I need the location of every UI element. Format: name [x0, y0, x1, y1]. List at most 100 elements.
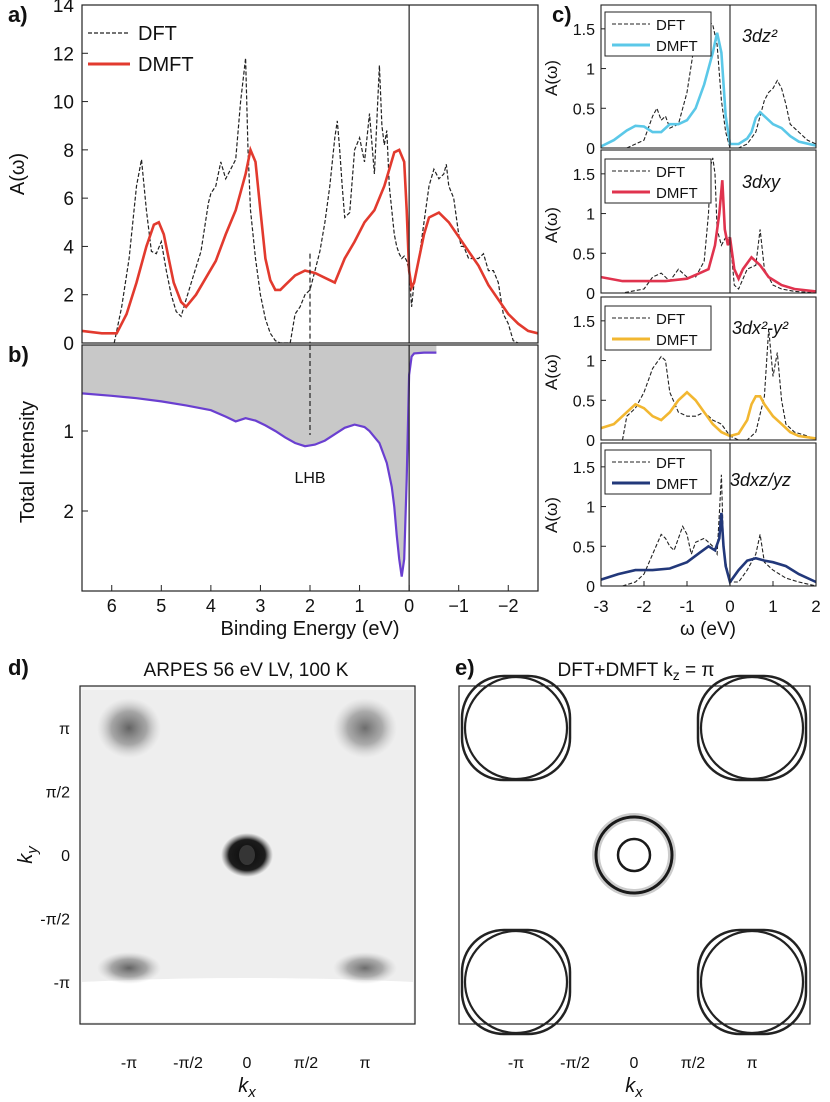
panel-c4-legend-box: [604, 449, 712, 495]
panel-b-x-tick-label: 1: [355, 596, 365, 616]
panel-c1-frame: [600, 4, 817, 149]
panel-c1-dmft-line: [601, 32, 816, 148]
panel-c: c) 0 0.5 1 1.5 A(ω) DFT DMFT 3dz² 0 0.5 1 1.5 …: [542, 2, 821, 640]
panel-c4-y-tick-label: 0.5: [573, 539, 595, 556]
panel-b-x-tick-label: 5: [156, 596, 166, 616]
panel-c2-y-tick-label: 0: [586, 286, 595, 303]
panel-d-y-tick-label: -π: [54, 975, 70, 992]
panel-a-y-tick-label: 6: [63, 189, 74, 210]
panel-e-title-tail: = π: [680, 660, 715, 681]
fermi-surface-inner-sheet: [463, 929, 569, 1035]
panel-c2-frame: [600, 149, 817, 294]
panel-d-x-tick-label: π/2: [294, 1055, 318, 1072]
panel-d-blank-region: [82, 978, 413, 1022]
panel-e-title: DFT+DMFT kz = π: [558, 660, 715, 683]
panel-c4-y-label: A(ω): [542, 497, 561, 533]
panel-c3-frame: [600, 296, 817, 441]
panel-c2: 0 0.5 1 1.5 A(ω) DFT DMFT 3dxy: [542, 149, 817, 303]
panel-c2-legend-box: [604, 158, 712, 204]
panel-c2-dft-line: [601, 157, 816, 293]
panel-a-y-tick-label: 14: [53, 0, 75, 17]
panel-c2-y-tick-label: 0.5: [573, 246, 595, 263]
panel-e: e) DFT+DMFT kz = π -π -π/2 0 π/2 π kx: [455, 655, 811, 1101]
panel-d-y-label-main: k: [15, 853, 37, 864]
panel-b-x-tick-label: −2: [498, 596, 519, 616]
panel-e-x-label: kx: [625, 1075, 643, 1101]
panel-c4-x-tick-label: 2: [811, 597, 820, 616]
panel-c3-y-tick-label: 1.5: [573, 314, 595, 331]
panel-c1-y-tick-label: 0.5: [573, 101, 595, 118]
panel-d-x-tick-label: π: [359, 1055, 370, 1072]
panel-label-c: c): [552, 2, 572, 27]
panel-c1-y-tick-label: 0: [586, 141, 595, 158]
panel-a-y-tick-label: 8: [63, 141, 74, 162]
panel-e-title-sub: z: [673, 667, 680, 683]
panel-a-legend: DFT DMFT: [88, 23, 194, 76]
panel-a-y-tick-label: 4: [63, 237, 74, 258]
panel-e-x-tick-label: π: [746, 1055, 757, 1072]
panel-c1-orbital-label: 3dz²: [742, 26, 778, 46]
panel-c3: 0 0.5 1 1.5 A(ω) DFT DMFT 3dx²-y²: [542, 296, 817, 450]
panel-a-legend-dmft: DMFT: [138, 54, 194, 76]
panel-c1-dft-line: [626, 20, 816, 148]
panel-c4: 00.511.5 -3 -2 -1 0 1 2 A(ω) ω (eV) DFT DMFT …: [542, 442, 821, 640]
panel-b-frame: [81, 344, 539, 592]
arpes-corner-pocket: [333, 952, 397, 984]
fermi-surface-gamma-inner: [616, 837, 652, 873]
panel-label-d: d): [8, 655, 29, 680]
panel-a-y-tick-label: 10: [53, 93, 74, 114]
panel-c4-x-tick-label: -2: [636, 597, 651, 616]
panel-e-x-label-sub: x: [634, 1084, 643, 1101]
panel-b-x-tick-label: 6: [107, 596, 117, 616]
panel-d-y-tick-label: -π/2: [40, 912, 70, 929]
panel-c2-orbital-label: 3dxy: [742, 172, 781, 192]
panel-e-x-ticks: -π -π/2 0 π/2 π: [508, 1055, 758, 1072]
panel-d-x-tick-label: -π/2: [173, 1055, 203, 1072]
fermi-surface-inner-sheet: [463, 675, 569, 781]
panel-c4-orbital-label: 3dxz/yz: [730, 470, 791, 490]
panel-a-y-tick-label: 12: [53, 44, 74, 65]
panel-c2-y-tick-label: 1: [586, 207, 595, 224]
panel-c4-y-ticks: 0 0.5 1 1.5: [573, 460, 606, 596]
panel-c4-y-tick-label: 1.5: [573, 460, 595, 477]
panel-label-b: b): [8, 342, 29, 367]
panel-e-x-tick-label: π/2: [681, 1055, 705, 1072]
panel-c1-y-tick-label: 1.5: [573, 22, 595, 39]
panel-d-y-tick-label: 0: [61, 848, 70, 865]
panel-e-x-tick-label: -π: [508, 1055, 524, 1072]
panel-c4-y-tick-label: 1: [586, 500, 595, 517]
panel-e-title-main: DFT+DMFT k: [558, 660, 674, 681]
panel-b: b) 12 6 5 4 3 2 1 0 −1 −2 Total Intensity Bindin…: [8, 342, 539, 640]
panel-d-spots: [97, 698, 397, 984]
panel-a-y-label: A(ω): [7, 153, 29, 195]
panel-b-y-label: Total Intensity: [17, 401, 39, 523]
panel-b-lhb-label: LHB: [294, 470, 325, 487]
panel-e-x-tick-label: -π/2: [560, 1055, 590, 1072]
fermi-surface-gamma-outer: [594, 815, 674, 895]
panel-a-legend-dft: DFT: [138, 23, 177, 45]
panel-c3-dft-line: [621, 328, 816, 440]
fermi-surface-inner-sheet: [699, 675, 805, 781]
panel-b-y-ticks: 12: [63, 422, 88, 523]
panel-d-y-label-sub: y: [24, 845, 41, 855]
panel-e-x-label-main: k: [625, 1075, 636, 1097]
panel-c2-legend-dmft: DMFT: [656, 185, 698, 202]
panel-a-dft-line: [113, 58, 519, 343]
panel-c1-legend-box: [604, 11, 712, 57]
panel-b-x-tick-label: 4: [206, 596, 216, 616]
panel-c4-legend-dft: DFT: [656, 455, 685, 472]
panel-b-x-ticks: 6 5 4 3 2 1 0 −1 −2: [107, 585, 519, 616]
panel-c2-legend-dft: DFT: [656, 164, 685, 181]
panel-c4-legend-dmft: DMFT: [656, 476, 698, 493]
panel-b-y-tick-label: 2: [63, 502, 74, 523]
panel-c4-x-tick-label: 1: [768, 597, 777, 616]
panel-c4-x-tick-label: -3: [593, 597, 608, 616]
panel-a-dmft-line: [82, 145, 538, 335]
panel-c3-y-ticks: 0 0.5 1 1.5: [573, 314, 606, 450]
panel-a-frame: [81, 4, 539, 344]
panel-c1-y-ticks: 0 0.5 1 1.5: [573, 22, 606, 158]
arpes-corner-pocket: [333, 698, 397, 758]
panel-d-y-ticks: π π/2 0 -π/2 -π: [40, 721, 70, 992]
panel-b-intensity-fill: [82, 345, 437, 577]
panel-c4-frame: [600, 442, 817, 587]
